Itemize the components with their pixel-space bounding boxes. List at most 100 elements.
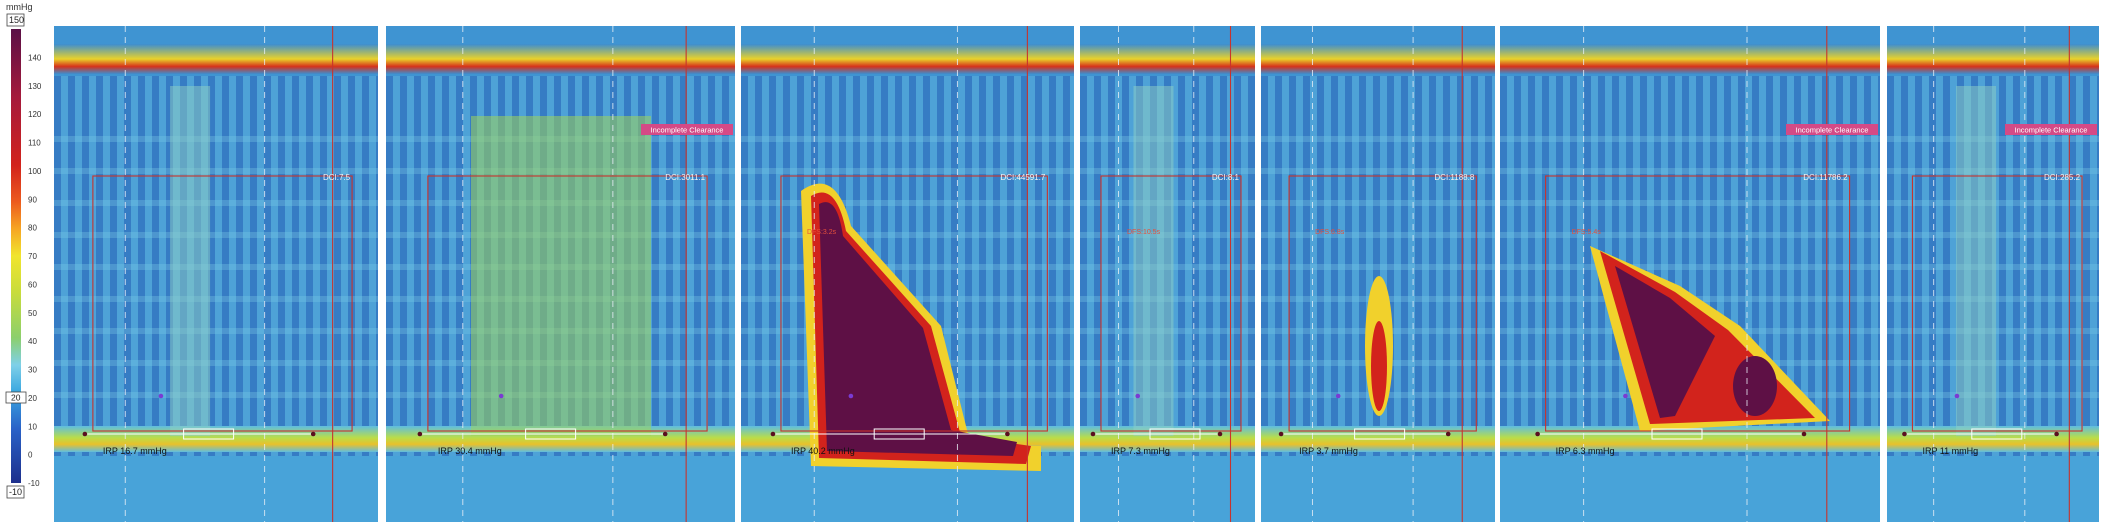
dci-box[interactable]	[427, 175, 708, 432]
irp-handle[interactable]	[1005, 431, 1010, 437]
panel-band	[54, 136, 378, 142]
dci-box[interactable]	[1911, 175, 2083, 432]
colorbar-tick-label: 50	[28, 309, 37, 318]
panel-lower	[1080, 456, 1255, 522]
dfs-label: DFS:3.2s	[807, 229, 837, 236]
panel-band	[1500, 200, 1880, 206]
colorbar-tick-label: 60	[28, 280, 37, 289]
cdp-point[interactable]	[498, 393, 504, 399]
irp-handle[interactable]	[82, 431, 88, 437]
ues-band	[1261, 44, 1495, 74]
panel-stripes	[54, 76, 378, 456]
colorbar-tick-label: 120	[28, 110, 42, 119]
cdp-point[interactable]	[1623, 393, 1628, 399]
panel-band	[1261, 264, 1495, 270]
irp-window[interactable]	[183, 428, 235, 440]
irp-window[interactable]	[525, 428, 577, 440]
contraction-mid	[1371, 321, 1387, 411]
dci-label: DCI:8.1	[1212, 173, 1240, 182]
irp-window[interactable]	[1971, 428, 2023, 440]
panel-lower	[54, 456, 378, 522]
irp-handle[interactable]	[1801, 431, 1807, 437]
topography-panel: DCI:44591.7 DFS:3.2s IRP 40.2 mmHg	[741, 26, 1074, 522]
colorbar-min-label: -10	[9, 487, 22, 497]
dci-label: DCI:1188.8	[1434, 173, 1474, 182]
incomplete-clearance-badge: Incomplete Clearance	[1796, 126, 1869, 135]
dfs-label: DFS:6.8s	[1315, 229, 1345, 236]
topography-panel: DCI:7.5 IRP 16.7 mmHg	[54, 26, 378, 522]
contraction-core	[1615, 266, 1715, 418]
irp-handle[interactable]	[1278, 431, 1284, 437]
cdp-point[interactable]	[848, 393, 854, 399]
panel-band	[741, 168, 1074, 174]
irp-handle[interactable]	[417, 431, 423, 437]
colorbar-tick-label: -10	[28, 479, 40, 488]
panel-band	[1500, 168, 1880, 174]
irp-handle[interactable]	[1902, 431, 1907, 437]
irp-handle[interactable]	[2054, 431, 2059, 437]
panel-band	[1261, 200, 1495, 206]
irp-window[interactable]	[1149, 428, 1201, 440]
panel-band	[741, 232, 1074, 238]
irp-handle[interactable]	[662, 431, 668, 437]
topography-panel: DCI:3011.1 Incomplete Clearance IRP 30.4 m…	[386, 26, 735, 522]
colorbar-tick-label: 30	[28, 366, 37, 375]
panel-band	[54, 392, 378, 398]
ues-band	[1080, 44, 1255, 74]
irp-label: IRP 16.7 mmHg	[103, 446, 167, 456]
colorbar-tick-label: 110	[28, 139, 41, 148]
topography-panel: DCI:11786.2 DFS:5.4s Incomplete Clearance I…	[1500, 26, 1880, 522]
irp-handle[interactable]	[770, 431, 776, 437]
irp-window[interactable]	[1651, 428, 1703, 440]
colorbar-marker-label: 20	[11, 393, 21, 403]
dci-box[interactable]	[1545, 175, 1851, 432]
contraction-halo	[1133, 86, 1174, 436]
panel-band	[1261, 168, 1495, 174]
cdp-point[interactable]	[1135, 393, 1141, 399]
badge-background	[2005, 124, 2097, 135]
ues-band	[741, 44, 1074, 74]
dci-box[interactable]	[1288, 175, 1477, 432]
colorbar-tick-label: 130	[28, 82, 42, 91]
irp-handle[interactable]	[1535, 431, 1540, 437]
irp-label: IRP 30.4 mmHg	[438, 446, 502, 456]
colorbar-tick-label: 10	[28, 422, 37, 431]
incomplete-clearance-badge: Incomplete Clearance	[2015, 126, 2088, 135]
irp-label: IRP 3.7 mmHg	[1299, 446, 1358, 456]
irp-handle[interactable]	[310, 431, 316, 437]
cdp-point[interactable]	[1954, 393, 1960, 399]
dci-box[interactable]	[1100, 175, 1242, 432]
dci-label: DCI:11786.2	[1803, 173, 1848, 182]
panel-band	[54, 232, 378, 238]
colorbar-tick-label: 140	[28, 53, 42, 62]
irp-handle[interactable]	[1445, 431, 1451, 437]
panel-lower	[1261, 456, 1495, 522]
ues-band	[1887, 44, 2099, 74]
colorbar-max-label: 150	[9, 15, 24, 25]
colorbar-marker-box[interactable]	[5, 391, 27, 404]
panel-band	[54, 328, 378, 334]
panel-band	[741, 136, 1074, 142]
panel-band	[54, 296, 378, 302]
cdp-point[interactable]	[158, 393, 164, 399]
panel-band	[54, 168, 378, 174]
ues-band	[386, 44, 735, 74]
contraction-halo	[471, 116, 651, 436]
irp-window[interactable]	[1354, 428, 1406, 440]
ues-band	[1500, 44, 1880, 74]
dci-box[interactable]	[92, 175, 353, 432]
panel-band	[1500, 232, 1880, 238]
irp-handle[interactable]	[1090, 431, 1096, 437]
colorbar-unit: mmHg	[6, 2, 33, 12]
badge-background	[1786, 124, 1878, 135]
irp-handle[interactable]	[1217, 431, 1223, 437]
colorbar-max-box	[6, 13, 25, 27]
dci-label: DCI:3011.1	[665, 173, 705, 182]
colorbar-tick-label: 90	[28, 195, 37, 204]
irp-window[interactable]	[873, 428, 925, 440]
dci-box[interactable]	[780, 175, 1048, 432]
cdp-point[interactable]	[1335, 393, 1341, 399]
colorbar-tick-label: 40	[28, 337, 37, 346]
